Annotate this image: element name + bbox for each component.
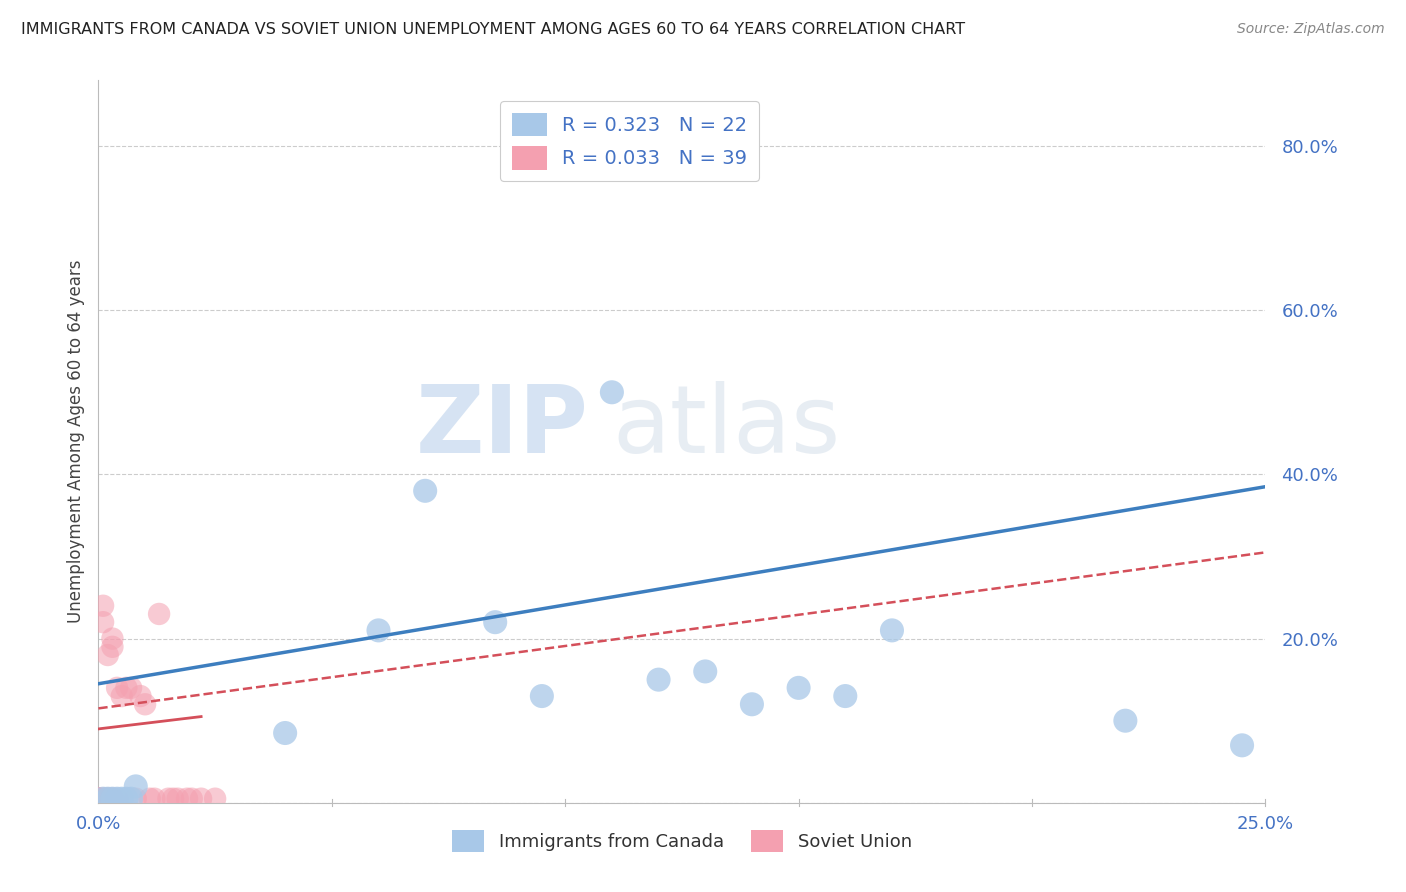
Point (101, 791, 124, 805)
Y-axis label: Unemployment Among Ages 60 to 64 years: Unemployment Among Ages 60 to 64 years (66, 260, 84, 624)
Point (162, 791, 184, 805)
Point (166, 791, 188, 805)
Point (91, 791, 114, 805)
Point (148, 607, 170, 621)
Point (101, 632, 124, 646)
Point (484, 615, 506, 630)
Point (91, 791, 114, 805)
Point (111, 689, 134, 703)
Point (190, 791, 212, 805)
Point (125, 791, 148, 805)
Point (97, 791, 120, 805)
Point (87, 791, 110, 805)
Point (101, 791, 124, 805)
Point (101, 640, 124, 654)
Point (741, 698, 763, 712)
Point (105, 791, 128, 805)
Point (413, 483, 436, 498)
Point (101, 791, 124, 805)
Legend: Immigrants from Canada, Soviet Union: Immigrants from Canada, Soviet Union (444, 822, 920, 859)
Point (105, 791, 128, 805)
Point (834, 689, 856, 703)
Point (97, 791, 120, 805)
Point (1230, 739, 1253, 753)
Point (125, 780, 148, 794)
Point (695, 665, 717, 679)
Point (1114, 714, 1136, 728)
Point (87, 791, 110, 805)
Point (880, 624, 903, 638)
Point (139, 791, 162, 805)
Point (105, 681, 128, 695)
Point (787, 681, 810, 695)
Point (530, 689, 553, 703)
Point (367, 624, 389, 638)
Point (115, 791, 138, 805)
Point (274, 726, 297, 740)
Point (600, 385, 623, 400)
Text: IMMIGRANTS FROM CANADA VS SOVIET UNION UNEMPLOYMENT AMONG AGES 60 TO 64 YEARS CO: IMMIGRANTS FROM CANADA VS SOVIET UNION U… (21, 22, 965, 37)
Point (143, 791, 166, 805)
Point (87, 791, 110, 805)
Text: ZIP: ZIP (416, 381, 589, 473)
Point (120, 681, 142, 695)
Point (87, 791, 110, 805)
Point (91, 599, 114, 613)
Text: atlas: atlas (612, 381, 841, 473)
Text: Source: ZipAtlas.com: Source: ZipAtlas.com (1237, 22, 1385, 37)
Point (120, 791, 142, 805)
Point (115, 681, 138, 695)
Point (97, 791, 120, 805)
Point (647, 673, 669, 687)
Point (176, 791, 198, 805)
Point (134, 698, 156, 712)
Point (111, 791, 134, 805)
Point (91, 791, 114, 805)
Point (129, 689, 152, 703)
Point (180, 791, 202, 805)
Point (91, 615, 114, 630)
Point (87, 791, 110, 805)
Point (91, 791, 114, 805)
Point (97, 791, 120, 805)
Point (204, 791, 226, 805)
Point (97, 648, 120, 662)
Point (87, 791, 110, 805)
Point (87, 791, 110, 805)
Point (157, 791, 180, 805)
Point (87, 791, 110, 805)
